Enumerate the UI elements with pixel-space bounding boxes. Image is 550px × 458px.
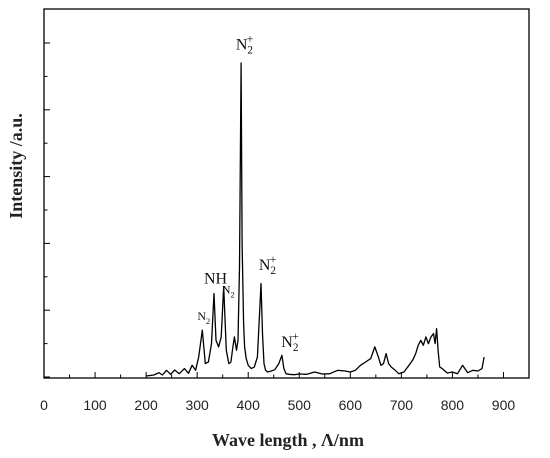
- x-tick-label: 500: [288, 397, 312, 413]
- x-tick-label: 900: [492, 397, 516, 413]
- x-axis-title: Wave length , Λ/nm: [212, 430, 364, 450]
- spectrum-line: [146, 62, 485, 377]
- x-tick-label: 700: [390, 397, 414, 413]
- peak-label: NH: [204, 270, 228, 287]
- peak-label: N2: [222, 283, 235, 300]
- peak-label: N2: [197, 309, 210, 326]
- x-tick-label: 200: [134, 397, 158, 413]
- peak-label: N2+: [281, 329, 299, 354]
- x-tick-label: 300: [185, 397, 209, 413]
- x-tick-label: 400: [237, 397, 261, 413]
- x-tick-label: 100: [83, 397, 107, 413]
- peak-label: N2+: [236, 32, 254, 57]
- axis-ticks: [43, 42, 530, 378]
- x-tick-label: 800: [441, 397, 465, 413]
- plot-frame: [43, 8, 530, 379]
- x-tick-label: 600: [339, 397, 363, 413]
- peak-label: N2+: [259, 252, 277, 277]
- y-axis-title: Intensity /a.u.: [6, 113, 26, 219]
- x-tick-label: 0: [40, 397, 48, 413]
- x-tick-labels: 0 100 200 300 400 500 600 700 800 900: [40, 397, 515, 413]
